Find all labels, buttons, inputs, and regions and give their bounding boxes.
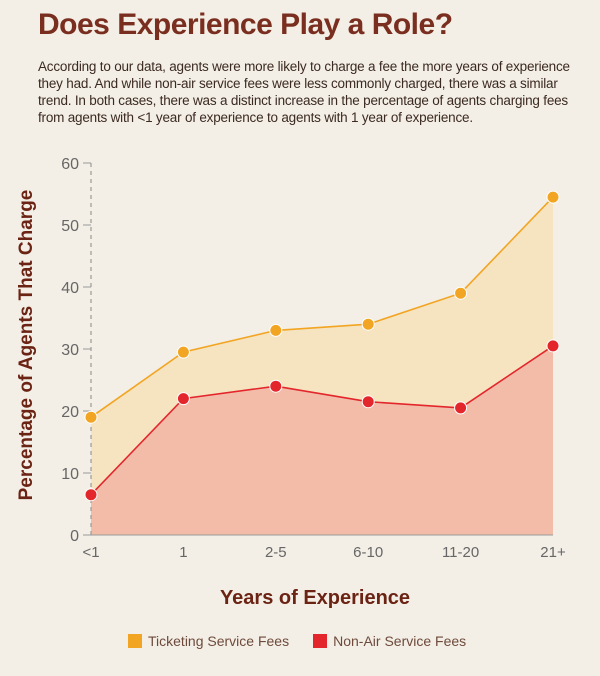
area-fill-1: [91, 345, 553, 535]
y-tick-label: 50: [61, 218, 79, 235]
legend-item-ticketing: Ticketing Service Fees: [128, 633, 289, 649]
legend-label-ticketing: Ticketing Service Fees: [148, 633, 290, 649]
chart-legend: Ticketing Service Fees Non-Air Service F…: [128, 633, 490, 649]
x-tick-label: <1: [82, 544, 99, 561]
series-line-0: [90, 196, 554, 418]
series-line-1: [90, 345, 554, 496]
x-axis-label: Years of Experience: [220, 587, 410, 609]
legend-swatch-ticketing: [128, 634, 142, 648]
x-tick-label: 11-20: [442, 544, 479, 561]
y-axis-label: Percentage of Agents That Charge: [16, 190, 37, 501]
y-tick-label: 30: [61, 342, 79, 359]
data-point-0-4: [454, 286, 468, 300]
data-point-0-2: [269, 323, 283, 337]
x-tick-label: 1: [179, 544, 187, 561]
data-point-1-3: [361, 395, 375, 409]
x-tick-label: 2-5: [265, 544, 287, 561]
data-point-0-5: [546, 190, 560, 204]
data-point-1-5: [546, 339, 560, 353]
x-tick-label: 6-10: [353, 544, 383, 561]
data-point-1-1: [176, 392, 190, 406]
y-tick-label: 40: [61, 280, 79, 297]
data-point-1-4: [454, 401, 468, 415]
y-tick-label: 60: [61, 156, 79, 173]
y-tick-label: 0: [70, 528, 79, 545]
data-point-1-0: [84, 488, 98, 502]
legend-label-non-air: Non-Air Service Fees: [333, 633, 467, 649]
intro-text: According to our data, agents were more …: [38, 59, 570, 125]
x-tick-label: 21+: [540, 544, 566, 561]
data-point-1-2: [269, 379, 283, 393]
y-tick-label: 20: [61, 404, 79, 421]
data-point-0-3: [361, 317, 375, 331]
legend-item-non-air: Non-Air Service Fees: [313, 633, 466, 649]
data-point-0-0: [84, 410, 98, 424]
page-title: Does Experience Play a Role?: [38, 8, 453, 41]
legend-swatch-non-air: [313, 634, 328, 648]
data-point-0-1: [176, 345, 190, 359]
y-tick-label: 10: [61, 466, 79, 483]
